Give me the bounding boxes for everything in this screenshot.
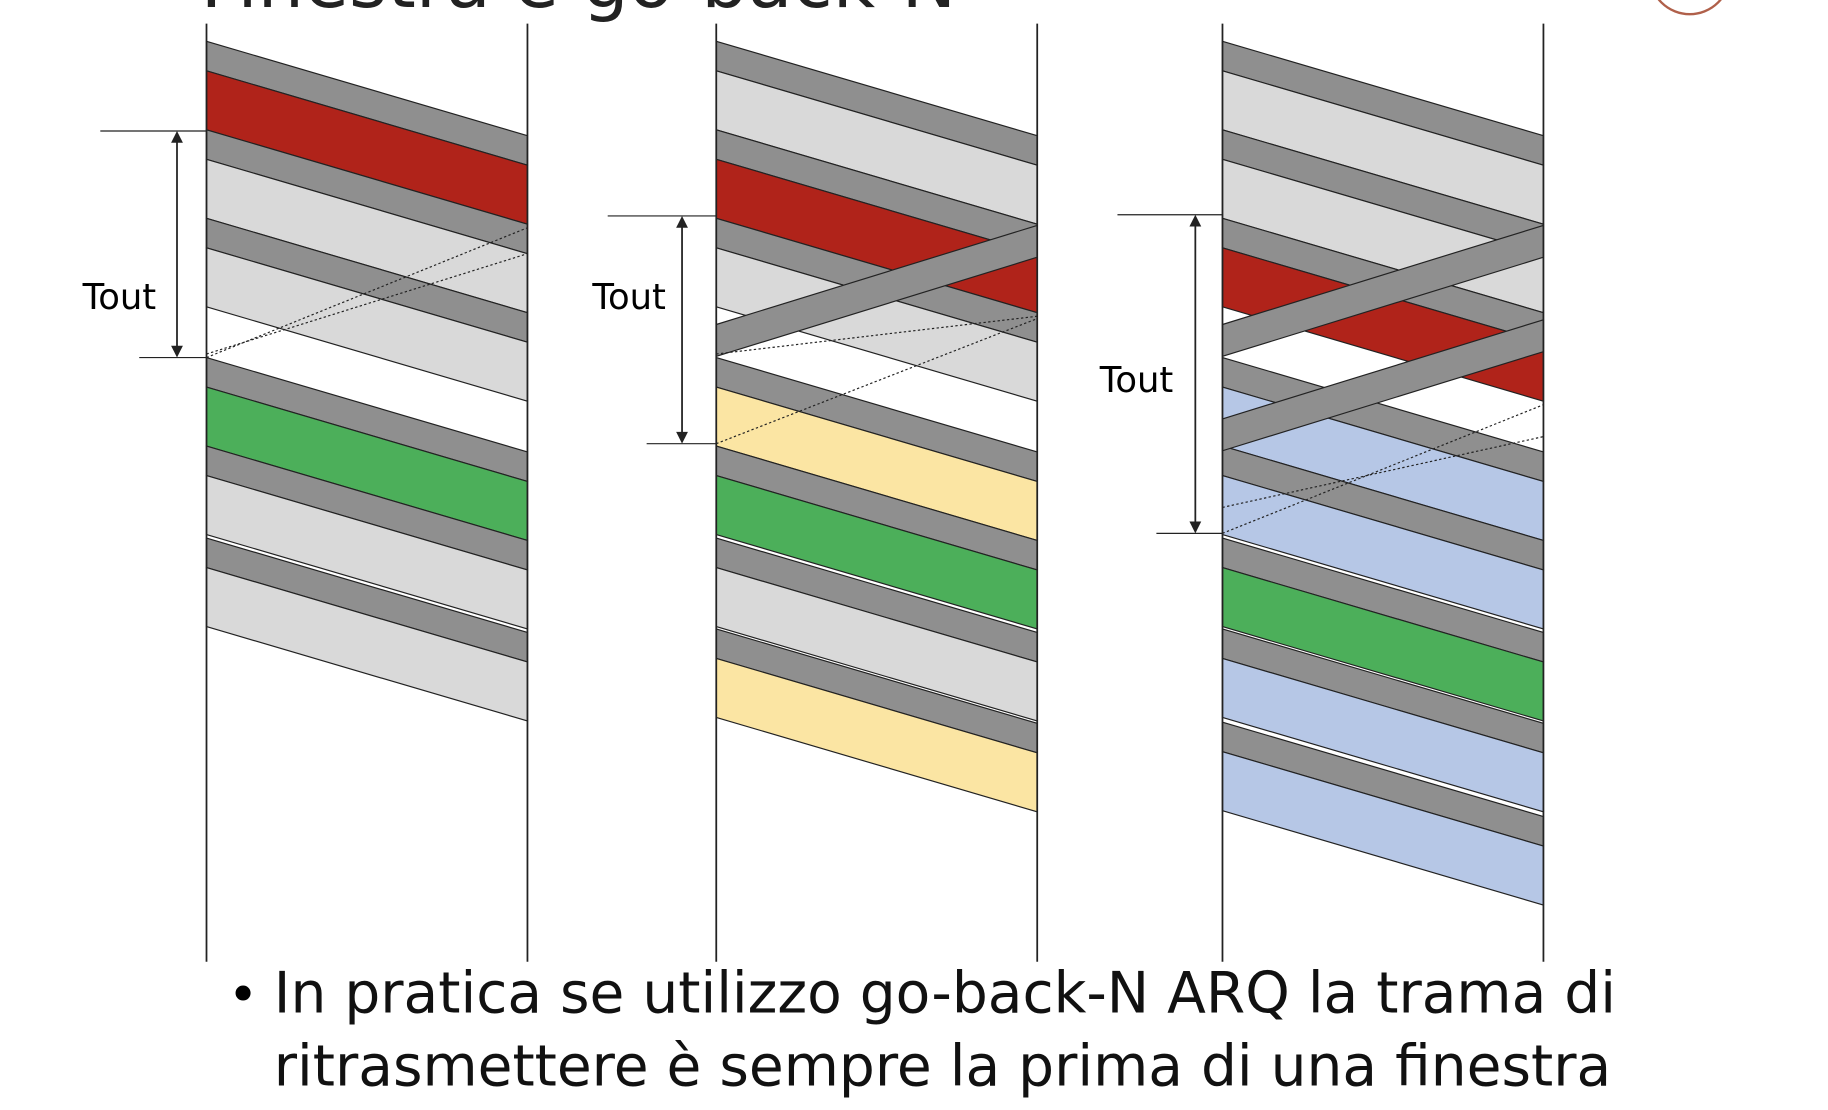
arrow-head xyxy=(1189,214,1202,227)
arrow-head xyxy=(171,345,183,358)
timeout-label: Tout xyxy=(1099,360,1174,401)
arrow-head xyxy=(171,130,183,143)
bullet-line: ritrasmettere è sempre la prima di una f… xyxy=(274,1034,1611,1100)
lost-line xyxy=(1222,404,1544,534)
arrow-head xyxy=(676,215,688,228)
lost-line xyxy=(206,253,528,355)
timeout-label: Tout xyxy=(591,277,666,318)
content: Finestra e go-back-N Tout Tout Tout • In… xyxy=(82,0,1722,1100)
lost-line xyxy=(206,227,528,359)
timeout-label: Tout xyxy=(82,277,157,318)
lost-line xyxy=(716,318,1038,445)
bullet-line: In pratica se utilizzo go-back-N ARQ la … xyxy=(274,960,1616,1026)
title: Finestra e go-back-N xyxy=(201,0,957,25)
arrow-head xyxy=(676,431,688,444)
bullet-dot: • xyxy=(228,965,259,1025)
logo xyxy=(1657,0,1722,16)
lost-line xyxy=(1222,436,1544,508)
arrow-head xyxy=(1189,521,1202,534)
lost-line xyxy=(716,315,1038,355)
